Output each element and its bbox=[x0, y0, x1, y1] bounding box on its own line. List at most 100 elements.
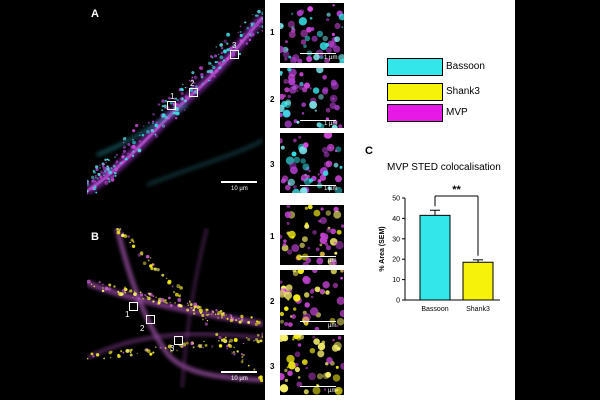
roi-box-b3 bbox=[174, 336, 183, 345]
inset-speckle bbox=[290, 56, 297, 63]
speckle bbox=[96, 177, 99, 180]
speckle bbox=[125, 348, 130, 353]
speckle bbox=[142, 297, 145, 300]
inset-speckle bbox=[327, 186, 332, 190]
speckle bbox=[152, 120, 155, 123]
inset-speckle bbox=[317, 350, 325, 358]
inset-speckle bbox=[302, 276, 311, 285]
inset-speckle bbox=[329, 94, 338, 103]
inset-speckle bbox=[285, 156, 295, 165]
speckle bbox=[115, 153, 119, 157]
speckle bbox=[133, 290, 136, 293]
inset-speckle bbox=[332, 4, 335, 7]
inset-speckle bbox=[340, 270, 344, 273]
speckle bbox=[226, 42, 229, 45]
speckle bbox=[112, 164, 116, 168]
speckle bbox=[113, 285, 116, 288]
inset-speckle bbox=[281, 335, 289, 342]
inset-speckle bbox=[280, 112, 283, 118]
speckle bbox=[233, 54, 236, 56]
inset-speckle bbox=[331, 32, 335, 36]
panel-a-image: A 1 2 3 10 µm bbox=[87, 5, 263, 195]
inset-speckle bbox=[280, 311, 285, 317]
inset-speckle bbox=[297, 270, 305, 275]
speckle bbox=[193, 75, 198, 80]
inset-speckle bbox=[322, 35, 328, 42]
inset-speckle bbox=[330, 259, 338, 265]
inset-speckle bbox=[325, 371, 332, 378]
speckle bbox=[92, 171, 95, 173]
speckle bbox=[228, 313, 230, 316]
inset-speckle bbox=[334, 186, 343, 193]
legend-swatch-mvp bbox=[387, 104, 443, 122]
speckle bbox=[161, 124, 166, 128]
inset-b2-scale-text: µm bbox=[328, 323, 337, 329]
legend-swatch-bassoon bbox=[387, 58, 443, 76]
inset-a1-number: 1 bbox=[270, 28, 275, 37]
speckle bbox=[157, 300, 161, 304]
inset-speckle bbox=[305, 222, 309, 226]
inset-speckle bbox=[292, 338, 295, 341]
speckle bbox=[220, 51, 224, 55]
speckle bbox=[95, 167, 99, 172]
speckle bbox=[255, 320, 259, 323]
speckle bbox=[250, 316, 253, 319]
inset-speckle bbox=[322, 170, 329, 177]
inset-speckle bbox=[331, 124, 338, 128]
speckle bbox=[206, 319, 209, 322]
speckle bbox=[179, 97, 183, 100]
speckle bbox=[215, 45, 218, 48]
speckle bbox=[146, 129, 150, 134]
speckle bbox=[116, 230, 121, 235]
inset-speckle bbox=[291, 26, 295, 30]
speckle bbox=[259, 378, 263, 383]
speckle bbox=[127, 235, 131, 238]
legend-swatch-shank3 bbox=[387, 83, 443, 101]
inset-speckle bbox=[314, 286, 321, 293]
inset-speckle bbox=[284, 306, 289, 311]
inset-speckle bbox=[296, 10, 303, 17]
inset-speckle bbox=[301, 112, 305, 115]
inset-speckle bbox=[300, 29, 309, 38]
inset-speckle bbox=[333, 210, 342, 219]
inset-a3: 1 µm bbox=[280, 133, 344, 193]
inset-speckle bbox=[321, 146, 329, 154]
speckle bbox=[261, 11, 263, 16]
speckle bbox=[165, 301, 167, 303]
speckle bbox=[261, 19, 263, 24]
inset-speckle bbox=[309, 100, 318, 109]
speckle bbox=[161, 115, 164, 119]
speckle bbox=[130, 348, 133, 351]
speckle bbox=[132, 138, 134, 141]
speckle bbox=[123, 155, 125, 157]
inset-speckle bbox=[298, 335, 305, 340]
inset-speckle bbox=[287, 94, 291, 99]
inset-b1-scale-bar bbox=[300, 256, 336, 257]
inset-speckle bbox=[324, 133, 333, 139]
speckle bbox=[124, 291, 127, 294]
speckle bbox=[146, 295, 148, 298]
inset-speckle bbox=[293, 138, 297, 143]
inset-speckle bbox=[319, 174, 327, 181]
speckle bbox=[101, 289, 105, 293]
inset-speckle bbox=[312, 87, 320, 94]
inset-speckle bbox=[325, 42, 330, 47]
panel-a-micrograph bbox=[87, 9, 263, 195]
inset-speckle bbox=[332, 282, 339, 289]
speckle bbox=[218, 344, 223, 348]
inset-speckle bbox=[308, 178, 314, 183]
speckle bbox=[176, 284, 181, 289]
inset-column-background bbox=[265, 0, 348, 400]
speckle bbox=[206, 313, 209, 317]
speckle bbox=[185, 341, 189, 345]
speckle bbox=[229, 318, 234, 323]
inset-speckle bbox=[334, 175, 343, 183]
inset-speckle bbox=[336, 229, 342, 235]
inset-speckle bbox=[301, 359, 308, 365]
speckle bbox=[204, 322, 208, 326]
speckle bbox=[122, 351, 125, 354]
speckle bbox=[202, 318, 204, 321]
inset-speckle bbox=[280, 373, 285, 381]
speckle bbox=[153, 267, 157, 271]
inset-speckle bbox=[326, 47, 332, 54]
